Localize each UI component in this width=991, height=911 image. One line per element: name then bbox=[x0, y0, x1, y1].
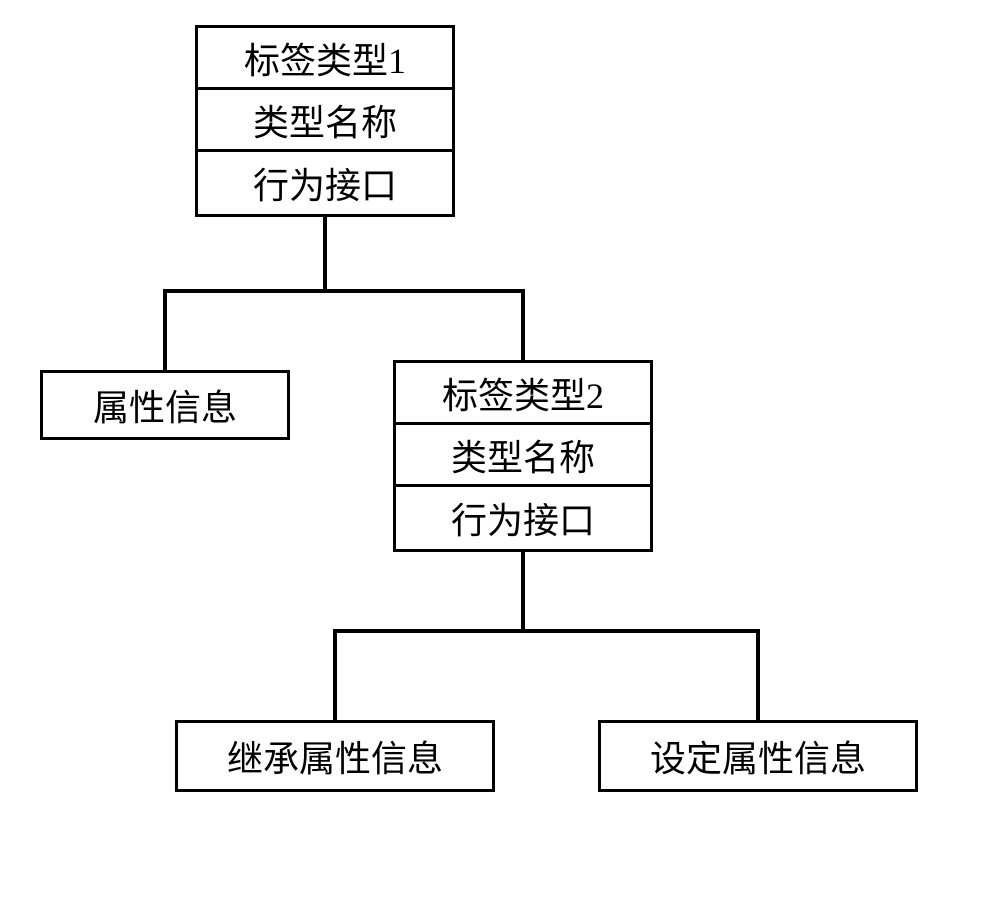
connector-stack2-stub bbox=[521, 549, 525, 629]
connector-to-set bbox=[756, 629, 760, 720]
connector-stack2-hbar bbox=[333, 629, 758, 633]
stack1-cell-2: 行为接口 bbox=[198, 152, 452, 214]
connector-stack1-hbar bbox=[163, 289, 523, 293]
stack1-cell-1: 类型名称 bbox=[198, 90, 452, 152]
node-set-attr: 设定属性信息 bbox=[598, 720, 918, 792]
node-attr-info: 属性信息 bbox=[40, 370, 290, 440]
stack1-cell-0: 标签类型1 bbox=[198, 28, 452, 90]
node-stack-1: 标签类型1 类型名称 行为接口 bbox=[195, 25, 455, 217]
set-attr-label: 设定属性信息 bbox=[650, 730, 866, 782]
stack2-cell-1: 类型名称 bbox=[396, 425, 650, 487]
inherit-attr-label: 继承属性信息 bbox=[227, 730, 443, 782]
node-stack-2: 标签类型2 类型名称 行为接口 bbox=[393, 360, 653, 552]
connector-stack1-stub bbox=[323, 214, 327, 289]
connector-to-inherit bbox=[333, 629, 337, 720]
connector-to-stack2 bbox=[521, 289, 525, 360]
attr-info-label: 属性信息 bbox=[93, 379, 237, 431]
connector-to-attrinfo bbox=[163, 289, 167, 370]
stack2-cell-2: 行为接口 bbox=[396, 487, 650, 549]
stack2-cell-0: 标签类型2 bbox=[396, 363, 650, 425]
node-inherit-attr: 继承属性信息 bbox=[175, 720, 495, 792]
